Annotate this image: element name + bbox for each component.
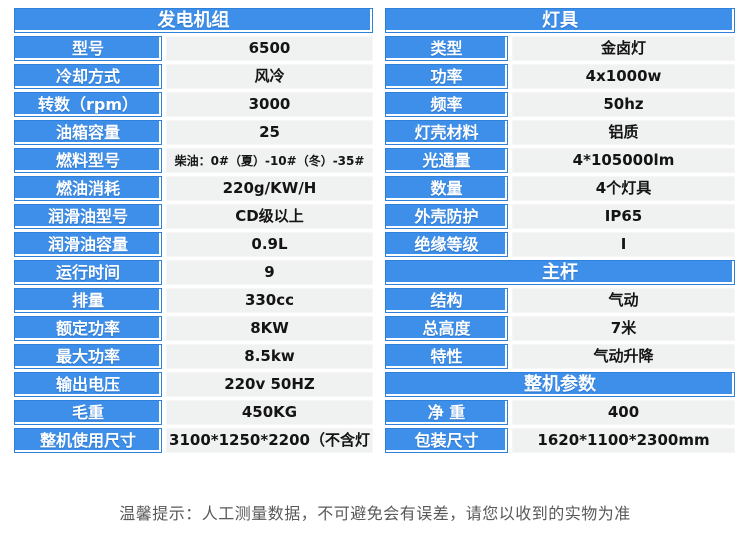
spec-row-rpm: 转数（rpm） 3000 [14, 92, 373, 117]
spec-value: 柴油：0#（夏）-10#（冬）-35# [166, 148, 373, 173]
spec-row-overall-size: 整机使用尺寸 3100*1250*2200（不含灯 [14, 428, 373, 453]
spec-value: 330cc [166, 288, 373, 313]
spec-value: 铝质 [512, 120, 735, 145]
spec-label: 总高度 [385, 316, 508, 341]
spec-value: 8.5kw [166, 344, 373, 369]
spec-row-insulation-class: 绝缘等级 I [385, 232, 735, 257]
spec-row-max-power: 最大功率 8.5kw [14, 344, 373, 369]
spec-row-runtime: 运行时间 9 [14, 260, 373, 285]
spec-label: 冷却方式 [14, 64, 162, 89]
spec-label: 润滑油型号 [14, 204, 162, 229]
spec-value: 4个灯具 [512, 176, 735, 201]
spec-row-ip-rating: 外壳防护 IP65 [385, 204, 735, 229]
spec-value: 7米 [512, 316, 735, 341]
spec-row-lamp-power: 功率 4x1000w [385, 64, 735, 89]
spec-value: 6500 [166, 36, 373, 61]
spec-value: 1620*1100*2300mm [512, 428, 735, 453]
spec-row-total-height: 总高度 7米 [385, 316, 735, 341]
spec-label: 输出电压 [14, 372, 162, 397]
spec-label: 数量 [385, 176, 508, 201]
spec-label: 结构 [385, 288, 508, 313]
spec-row-fuel-consumption: 燃油消耗 220g/KW/H [14, 176, 373, 201]
spec-row-package-size: 包装尺寸 1620*1100*2300mm [385, 428, 735, 453]
pole-section-title: 主杆 [385, 260, 735, 285]
spec-label: 燃油消耗 [14, 176, 162, 201]
spec-label: 运行时间 [14, 260, 162, 285]
spec-row-displacement: 排量 330cc [14, 288, 373, 313]
spec-row-model: 型号 6500 [14, 36, 373, 61]
spec-row-rated-power: 额定功率 8KW [14, 316, 373, 341]
spec-label: 燃料型号 [14, 148, 162, 173]
spec-label: 净 重 [385, 400, 508, 425]
generator-table-title: 发电机组 [14, 8, 373, 33]
spec-row-luminous-flux: 光通量 4*105000lm [385, 148, 735, 173]
spec-row-shell-material: 灯壳材料 铝质 [385, 120, 735, 145]
spec-row-lamp-type: 类型 金卤灯 [385, 36, 735, 61]
spec-label: 毛重 [14, 400, 162, 425]
spec-label: 包装尺寸 [385, 428, 508, 453]
spec-row-oil-capacity: 润滑油容量 0.9L [14, 232, 373, 257]
spec-label: 外壳防护 [385, 204, 508, 229]
spec-row-lamp-quantity: 数量 4个灯具 [385, 176, 735, 201]
spec-label: 最大功率 [14, 344, 162, 369]
spec-label: 灯壳材料 [385, 120, 508, 145]
spec-value: 50hz [512, 92, 735, 117]
disclaimer-note: 温馨提示：人工测量数据，不可避免会有误差，请您以收到的实物为准 [119, 504, 631, 523]
spec-row-feature: 特性 气动升降 [385, 344, 735, 369]
spec-label: 频率 [385, 92, 508, 117]
spec-row-structure: 结构 气动 [385, 288, 735, 313]
spec-label: 光通量 [385, 148, 508, 173]
spec-value: 0.9L [166, 232, 373, 257]
spec-label: 型号 [14, 36, 162, 61]
spec-label: 绝缘等级 [385, 232, 508, 257]
spec-value: IP65 [512, 204, 735, 229]
spec-value: I [512, 232, 735, 257]
spec-value: 25 [166, 120, 373, 145]
spec-label: 整机使用尺寸 [14, 428, 162, 453]
spec-label: 类型 [385, 36, 508, 61]
spec-value: 金卤灯 [512, 36, 735, 61]
spec-label: 额定功率 [14, 316, 162, 341]
spec-row-frequency: 频率 50hz [385, 92, 735, 117]
section-header-row-pole: 主杆 [385, 260, 735, 285]
spec-value: 3000 [166, 92, 373, 117]
spec-label: 油箱容量 [14, 120, 162, 145]
table-header-row: 发电机组 [14, 8, 373, 33]
spec-label: 转数（rpm） [14, 92, 162, 117]
spec-value: 气动升降 [512, 344, 735, 369]
spec-sheet: 发电机组 型号 6500 冷却方式 风冷 转数（rpm） 3000 油箱容量 2… [14, 8, 735, 456]
spec-value: 220g/KW/H [166, 176, 373, 201]
spec-value: 4*105000lm [512, 148, 735, 173]
spec-value: 气动 [512, 288, 735, 313]
whole-machine-section-title: 整机参数 [385, 372, 735, 397]
spec-label: 排量 [14, 288, 162, 313]
spec-value: 4x1000w [512, 64, 735, 89]
section-header-row-whole-machine: 整机参数 [385, 372, 735, 397]
spec-row-gross-weight: 毛重 450KG [14, 400, 373, 425]
spec-value: 风冷 [166, 64, 373, 89]
spec-label: 润滑油容量 [14, 232, 162, 257]
spec-value: CD级以上 [166, 204, 373, 229]
spec-row-cooling: 冷却方式 风冷 [14, 64, 373, 89]
lamp-spec-table: 灯具 类型 金卤灯 功率 4x1000w 频率 50hz 灯壳材料 铝质 光通量… [385, 8, 735, 456]
generator-spec-table: 发电机组 型号 6500 冷却方式 风冷 转数（rpm） 3000 油箱容量 2… [14, 8, 373, 456]
spec-value: 3100*1250*2200（不含灯 [166, 428, 373, 453]
spec-label: 特性 [385, 344, 508, 369]
table-header-row: 灯具 [385, 8, 735, 33]
spec-label: 功率 [385, 64, 508, 89]
lamp-table-title: 灯具 [385, 8, 735, 33]
spec-row-fuel-type: 燃料型号 柴油：0#（夏）-10#（冬）-35# [14, 148, 373, 173]
spec-value: 8KW [166, 316, 373, 341]
spec-value: 400 [512, 400, 735, 425]
spec-value: 220v 50HZ [166, 372, 373, 397]
spec-row-output-voltage: 输出电压 220v 50HZ [14, 372, 373, 397]
spec-row-tank: 油箱容量 25 [14, 120, 373, 145]
spec-row-net-weight: 净 重 400 [385, 400, 735, 425]
spec-value: 450KG [166, 400, 373, 425]
spec-row-oil-type: 润滑油型号 CD级以上 [14, 204, 373, 229]
spec-value: 9 [166, 260, 373, 285]
